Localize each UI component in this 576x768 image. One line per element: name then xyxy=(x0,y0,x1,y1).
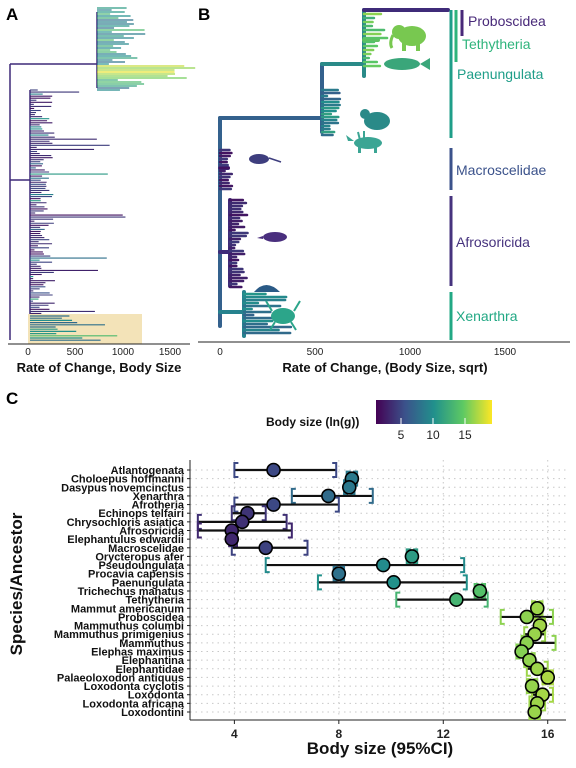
axis-b-title: Rate of Change, (Body Size, sqrt) xyxy=(282,360,487,375)
tree-a xyxy=(10,8,195,340)
clade-label-xenarthra: Xenarthra xyxy=(456,308,518,324)
legend-tick-label: 15 xyxy=(458,428,472,442)
category-label: Loxodontini xyxy=(121,707,184,719)
color-legend: Body size (ln(g)) 5 10 15 xyxy=(266,400,492,442)
axis-a-tick: 0 xyxy=(25,347,31,358)
clade-label-afrosoricida: Afrosoricida xyxy=(456,234,530,250)
clade-label-proboscidea: Proboscidea xyxy=(468,13,546,29)
axis-b-tick: 500 xyxy=(307,347,324,358)
estimate-point xyxy=(387,576,400,589)
elephant-silhouette xyxy=(391,25,426,51)
legend-tick-label: 10 xyxy=(426,428,440,442)
estimate-point xyxy=(343,481,356,494)
axis-a-ticks: 0 500 1000 1500 xyxy=(25,347,181,358)
estimate-point xyxy=(267,464,280,477)
aardvark-silhouette xyxy=(346,131,382,153)
panel-c-label: C xyxy=(6,389,18,408)
hyrax-silhouette xyxy=(360,109,390,130)
estimate-point xyxy=(267,498,280,511)
clade-annotations: Proboscidea Tethytheria Paenungulata Mac… xyxy=(451,10,546,340)
estimate-point xyxy=(225,533,238,546)
axis-b-tick: 0 xyxy=(217,347,223,358)
estimate-point xyxy=(520,610,533,623)
clade-label-paenungulata: Paenungulata xyxy=(457,66,544,82)
x-axis-title: Body size (95%CI) xyxy=(307,739,453,758)
estimate-point xyxy=(405,550,418,563)
y-axis-title: Species/Ancestor xyxy=(7,512,26,655)
panel-a: A 0 500 1000 1500 Rate of Change, Body S… xyxy=(6,5,195,375)
axis-a-tick: 500 xyxy=(67,347,84,358)
axis-a-tick: 1500 xyxy=(159,347,182,358)
legend-colorbar xyxy=(376,400,492,424)
axis-b-tick: 1000 xyxy=(399,347,422,358)
estimate-point xyxy=(473,585,486,598)
silhouettes xyxy=(249,25,430,330)
manatee-silhouette xyxy=(384,58,430,70)
estimate-point xyxy=(322,489,335,502)
estimate-point xyxy=(377,559,390,572)
axis-a-title: Rate of Change, Body Size xyxy=(17,360,182,375)
estimate-point xyxy=(528,706,541,719)
legend-tick-label: 5 xyxy=(398,428,405,442)
estimate-point xyxy=(450,593,463,606)
estimate-point xyxy=(332,567,345,580)
axis-b-tick: 1500 xyxy=(494,347,517,358)
x-tick-label: 16 xyxy=(541,727,555,741)
panel-a-label: A xyxy=(6,5,18,24)
estimate-point xyxy=(541,671,554,684)
clade-label-tethytheria: Tethytheria xyxy=(462,36,531,52)
tree-a-branch xyxy=(10,12,97,314)
axis-b-ticks: 0 500 1000 1500 xyxy=(217,347,516,358)
legend-title: Body size (ln(g)) xyxy=(266,415,359,429)
estimate-point xyxy=(259,541,272,554)
panel-b-label: B xyxy=(198,5,210,24)
panel-b: B xyxy=(198,5,570,375)
tenrec-silhouette xyxy=(257,232,287,242)
axis-a-tick: 1000 xyxy=(112,347,135,358)
armadillo-silhouette xyxy=(254,285,280,292)
tree-b xyxy=(220,10,448,336)
clade-label-macroscelidae: Macroscelidae xyxy=(456,162,546,178)
shrew-silhouette xyxy=(249,154,281,164)
x-tick-label: 4 xyxy=(231,727,238,741)
panel-c: C Body size (ln(g)) 5 10 15 4 8 12 16 Atlant… xyxy=(6,389,566,758)
